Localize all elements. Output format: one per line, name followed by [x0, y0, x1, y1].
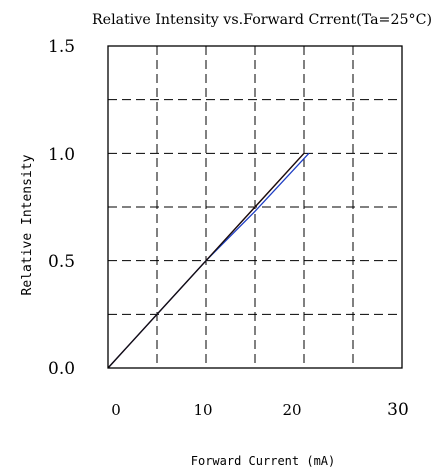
- y-tick-label: 0.0: [48, 359, 75, 379]
- x-tick-label: 20: [282, 401, 301, 419]
- y-tick-label: 1.5: [48, 37, 75, 57]
- y-tick-label: 1.0: [48, 145, 75, 165]
- series-line-3: [107, 152, 305, 369]
- x-tick-label: 30: [387, 400, 409, 420]
- x-tick-labels: 0 10 20 30: [111, 400, 409, 420]
- y-axis-label: Relative Intensity: [20, 154, 35, 295]
- grid-lines: [108, 46, 402, 368]
- x-tick-label: 0: [111, 401, 121, 419]
- x-tick-label: 10: [193, 401, 212, 419]
- y-tick-label: 0.5: [48, 252, 75, 272]
- plot-lines: [107, 152, 310, 369]
- x-axis-label: Forward Current (mA): [191, 454, 336, 468]
- y-tick-labels: 0.0 0.5 1.0 1.5: [48, 37, 75, 379]
- plot-frame: [107, 45, 403, 369]
- chart-title: Relative Intensity vs.Forward Crrent(Ta=…: [92, 12, 432, 28]
